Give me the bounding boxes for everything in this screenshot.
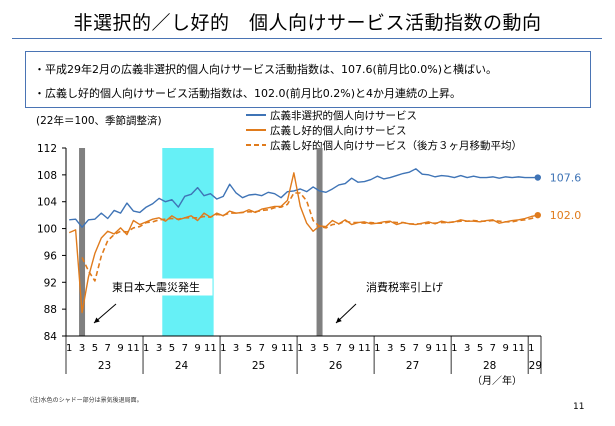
x-month-label: 7 xyxy=(182,343,188,354)
x-month-label: 5 xyxy=(92,343,98,354)
page-number: 11 xyxy=(573,402,585,412)
series-line-preference-ma xyxy=(81,192,539,282)
x-month-label: 11 xyxy=(358,343,371,354)
x-month-label: 7 xyxy=(336,343,342,354)
x-unit-label: （月／年） xyxy=(472,374,522,387)
annotation-tax-hike-box xyxy=(361,278,453,296)
y-tick-label: 108 xyxy=(37,170,57,182)
end-value-label-preference: 102.0 xyxy=(550,209,582,222)
x-month-label: 3 xyxy=(464,343,470,354)
x-month-label: 9 xyxy=(194,343,200,354)
legend-label-preference-ma: 広義し好的個人向けサービス（後方３ヶ月移動平均） xyxy=(270,140,522,152)
summary-line-preference: ・広義し好的個人向けサービス活動指数は、102.0(前月比0.2%)と4か月連続… xyxy=(34,87,462,100)
annotation-tax-hike-text: 消費税率引上げ xyxy=(366,280,443,294)
x-month-label: 11 xyxy=(281,343,294,354)
x-month-label: 5 xyxy=(169,343,175,354)
x-month-label: 5 xyxy=(400,343,406,354)
x-month-label: 1 xyxy=(143,343,149,354)
y-tick-label: 88 xyxy=(44,304,57,316)
x-year-label: 28 xyxy=(483,360,496,372)
x-month-label: 7 xyxy=(490,343,496,354)
x-month-label: 11 xyxy=(512,343,525,354)
chart-base-note: (22年＝100、季節調整済) xyxy=(36,115,162,127)
x-month-label: 7 xyxy=(259,343,265,354)
y-tick-label: 100 xyxy=(37,224,57,236)
x-year-label: 27 xyxy=(406,360,419,372)
y-tick-label: 104 xyxy=(37,197,57,209)
legend-swatch-preference-ma xyxy=(246,144,266,146)
x-month-label: 9 xyxy=(425,343,431,354)
x-year-label: 26 xyxy=(329,360,343,372)
annotation-tax-hike-arrowhead xyxy=(336,317,342,323)
x-month-label: 7 xyxy=(105,343,111,354)
y-tick-label: 92 xyxy=(44,277,57,289)
legend-swatch-nonselective xyxy=(246,114,266,116)
x-month-label: 1 xyxy=(374,343,380,354)
x-month-label: 3 xyxy=(387,343,393,354)
title-divider xyxy=(12,38,602,39)
x-year-label: 23 xyxy=(98,360,111,372)
x-month-label: 9 xyxy=(271,343,277,354)
summary-line-nonselective: ・平成29年2月の広義非選択的個人向けサービス活動指数は、107.6(前月比0.… xyxy=(34,63,498,76)
x-month-label: 1 xyxy=(66,343,72,354)
end-marker-preference xyxy=(534,211,541,219)
x-month-label: 1 xyxy=(528,343,534,354)
y-tick-label: 96 xyxy=(44,250,58,262)
page-title: 非選択的／し好的 個人向けサービス活動指数の動向 xyxy=(73,12,542,34)
x-month-label: 5 xyxy=(323,343,329,354)
summary-box: ・平成29年2月の広義非選択的個人向けサービス活動指数は、107.6(前月比0.… xyxy=(25,51,591,108)
end-marker-nonselective xyxy=(534,174,541,181)
legend-swatch-preference xyxy=(246,129,266,131)
y-tick-label: 84 xyxy=(44,331,58,343)
x-month-label: 3 xyxy=(310,343,316,354)
x-month-label: 7 xyxy=(413,343,419,354)
x-month-label: 5 xyxy=(246,343,252,354)
tax-hike-event-bar xyxy=(316,148,323,336)
x-year-label: 29 xyxy=(529,360,542,372)
legend-label-preference: 広義し好的個人向けサービス xyxy=(270,125,407,137)
end-value-label-nonselective: 107.6 xyxy=(550,172,582,185)
x-month-label: 5 xyxy=(477,343,483,354)
x-month-label: 11 xyxy=(204,343,217,354)
x-month-label: 9 xyxy=(503,343,509,354)
x-month-label: 9 xyxy=(117,343,123,354)
series-line-nonselective xyxy=(69,168,538,228)
x-month-label: 3 xyxy=(79,343,85,354)
x-month-label: 3 xyxy=(233,343,239,354)
x-month-label: 9 xyxy=(348,343,354,354)
annotation-earthquake-box xyxy=(107,278,213,296)
x-month-label: 1 xyxy=(220,343,226,354)
annotation-earthquake-text: 東日本大震災発生 xyxy=(112,280,200,294)
x-month-label: 11 xyxy=(435,343,448,354)
recession-shade xyxy=(162,148,214,336)
x-month-label: 1 xyxy=(451,343,457,354)
series-line-preference xyxy=(68,172,538,314)
x-month-label: 11 xyxy=(127,343,140,354)
x-year-label: 24 xyxy=(175,360,189,372)
x-month-label: 3 xyxy=(156,343,162,354)
x-month-label: 1 xyxy=(297,343,303,354)
footnote: (注)水色のシャドー部分は景気後退局面。 xyxy=(30,397,143,404)
legend-label-nonselective: 広義非選択的個人向けサービス xyxy=(270,110,417,122)
annotation-earthquake-arrowhead xyxy=(94,317,100,323)
y-tick-label: 112 xyxy=(37,143,57,155)
earthquake-event-bar xyxy=(79,148,86,336)
x-year-label: 25 xyxy=(252,360,265,372)
